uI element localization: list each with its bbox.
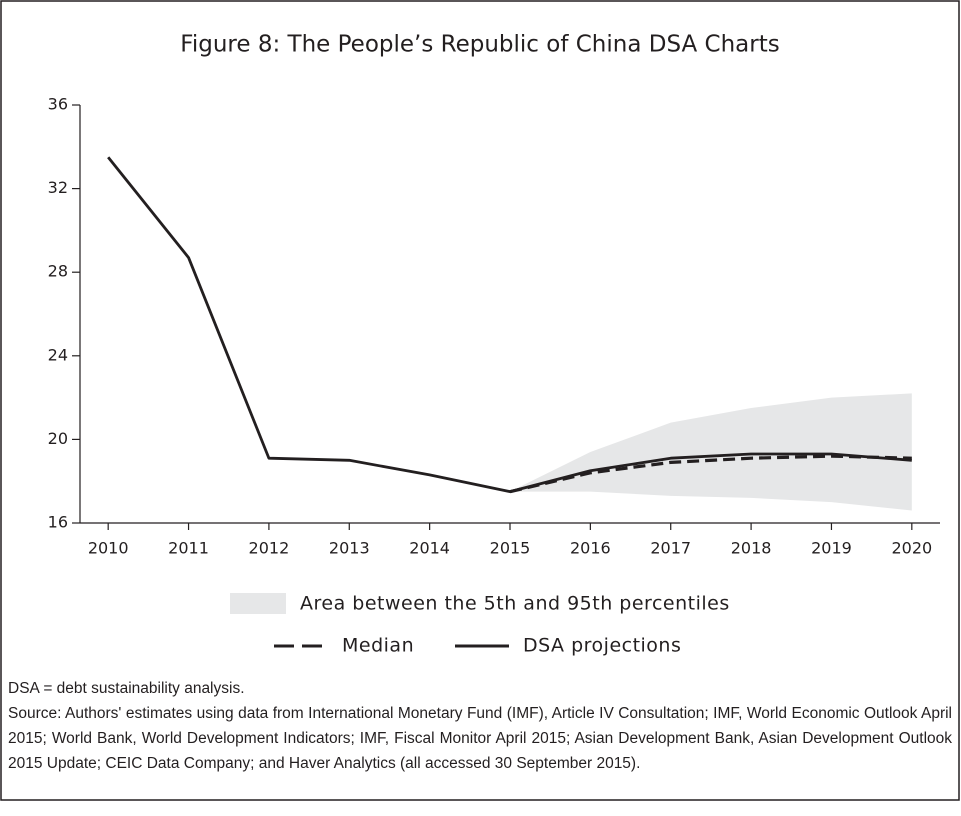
- y-tick-label: 36: [48, 95, 68, 114]
- x-tick-label: 2014: [409, 539, 450, 558]
- y-tick-label: 20: [48, 429, 68, 448]
- x-tick-label: 2016: [570, 539, 611, 558]
- y-tick-label: 24: [48, 345, 68, 364]
- x-tick-label: 2019: [811, 539, 852, 558]
- abbreviation-note: DSA = debt sustainability analysis.: [8, 680, 245, 697]
- legend-label: Area between the 5th and 95th percentile…: [300, 593, 730, 615]
- x-tick-label: 2017: [650, 539, 691, 558]
- line-dashed: [509, 454, 912, 494]
- x-tick-label: 2015: [490, 539, 531, 558]
- legend-label: DSA projections: [523, 635, 681, 657]
- x-tick-label: 2013: [329, 539, 370, 558]
- notes: DSA = debt sustainability analysis. Sour…: [8, 676, 952, 776]
- x-tick-label: 2010: [88, 539, 129, 558]
- x-tick-label: 2020: [891, 539, 932, 558]
- source-note: Source: Authors' estimates using data fr…: [8, 705, 952, 772]
- y-tick-label: 32: [48, 178, 68, 197]
- legend-swatch: [230, 593, 286, 614]
- x-tick-label: 2012: [249, 539, 290, 558]
- line-solid: [107, 156, 912, 494]
- y-tick-label: 28: [48, 262, 68, 281]
- x-tick-label: 2018: [731, 539, 772, 558]
- legend-label: Median: [342, 635, 414, 657]
- chart-title: Figure 8: The People’s Republic of China…: [180, 32, 779, 58]
- x-tick-label: 2011: [168, 539, 209, 558]
- y-tick-label: 16: [48, 513, 68, 532]
- percentile-band: [510, 393, 912, 511]
